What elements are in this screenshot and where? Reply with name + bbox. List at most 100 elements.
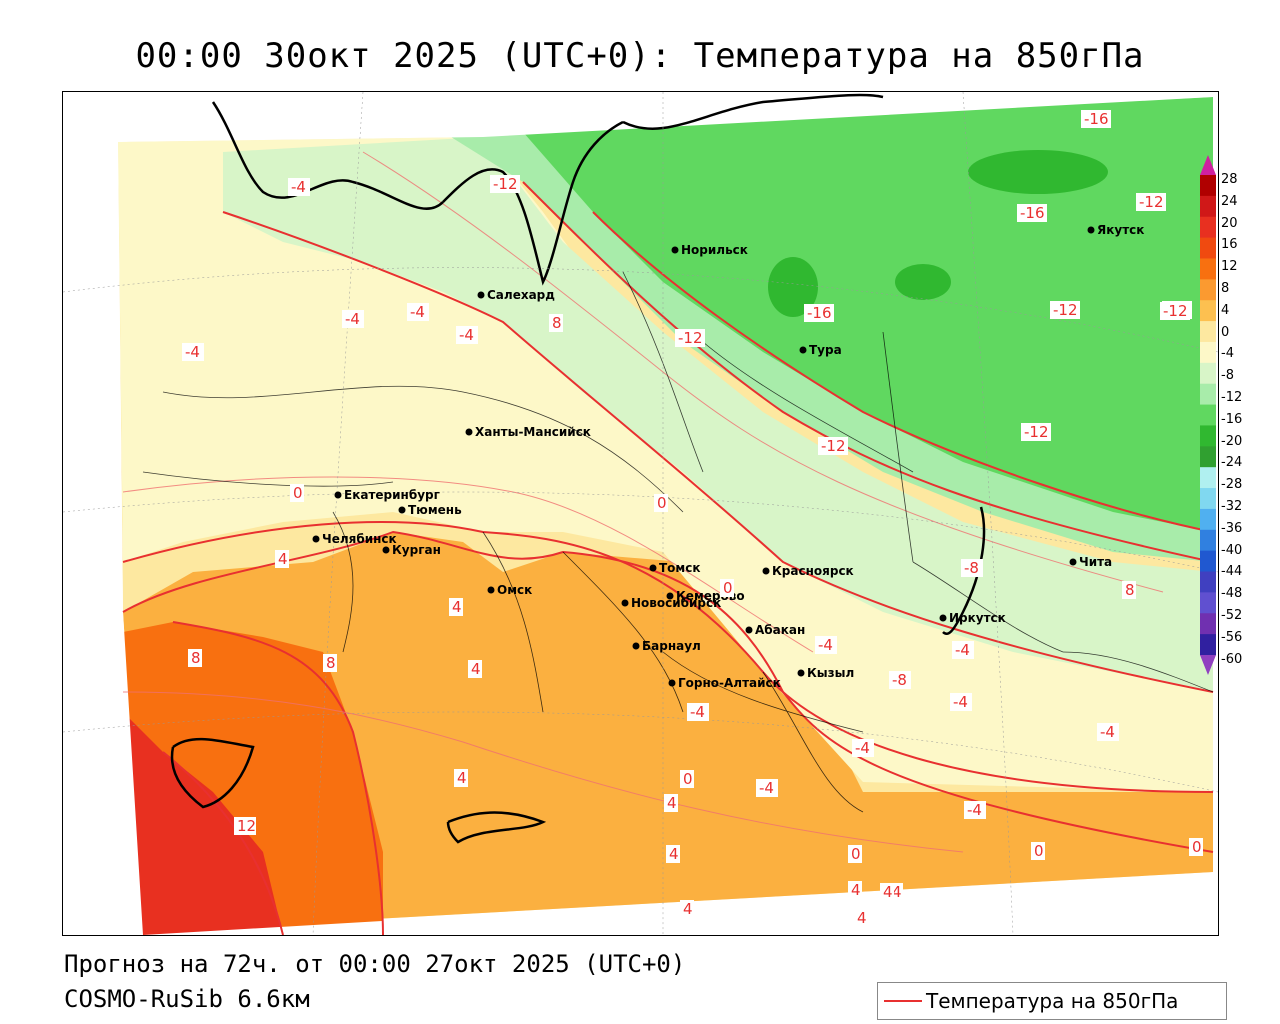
contour-label-bg <box>549 314 563 332</box>
colorbar-segment <box>1200 341 1216 364</box>
city-dot <box>312 535 320 543</box>
colorbar-segment <box>1200 404 1216 426</box>
contour-label-bg <box>848 845 862 863</box>
city-marker: Салехард <box>477 288 555 302</box>
contour-label: 4 <box>880 883 894 901</box>
contour-label-text: -16 <box>1084 110 1109 128</box>
city-label: Кызыл <box>807 666 854 680</box>
contour-label: -16 <box>1081 110 1111 128</box>
admin-borders <box>142 271 1214 813</box>
contour-label: 8 <box>549 314 563 332</box>
contour-label: -12 <box>675 329 705 347</box>
contour-label-bg <box>456 326 478 344</box>
city-label: Курган <box>392 543 441 557</box>
contour-label-text: -16 <box>807 304 832 322</box>
city-dot <box>382 546 390 554</box>
colorbar-scale <box>1200 155 1216 675</box>
city-label: Норильск <box>681 243 748 257</box>
contour-label-text: 0 <box>851 845 861 863</box>
contour-label: -12 <box>1160 302 1190 320</box>
city-dot <box>939 614 947 622</box>
city-dot <box>671 246 679 254</box>
contour-label: -4 <box>950 693 972 711</box>
model-name: COSMO-RuSib 6.6км <box>64 985 310 1013</box>
cool-zone-neg4 <box>223 137 1213 692</box>
map-area[interactable]: Норильск Якутск Салехард Тура Ханты-Мансийск… <box>62 91 1219 936</box>
outside-domain-top <box>63 92 1218 142</box>
city-dot <box>632 642 640 650</box>
colorbar-segment <box>1200 362 1216 385</box>
contour-label-bg <box>468 660 482 678</box>
contour-label-text: -4 <box>185 343 200 361</box>
contour-label: 0 <box>1031 842 1045 860</box>
city-label: Салехард <box>487 288 555 302</box>
contour-label-text: 0 <box>657 494 667 512</box>
contour-label: -16 <box>1017 204 1047 222</box>
contour-label-bg <box>275 550 289 568</box>
colorbar-bottom-arrow <box>1200 655 1216 675</box>
warm-zone-4 <box>123 532 1213 932</box>
city-marker: Тура <box>799 343 842 357</box>
contour-label-bg <box>852 739 874 757</box>
legend: Температура на 850гПа <box>877 982 1227 1020</box>
contour-label-bg <box>1050 301 1080 319</box>
contour-label-bg <box>1160 302 1190 320</box>
contour-label: -16 <box>804 304 834 322</box>
city-marker: Красноярск <box>762 564 854 578</box>
contour-label-bg <box>880 883 894 901</box>
colorbar-tick-label: -44 <box>1221 564 1243 580</box>
contour-label: 4 <box>275 550 289 568</box>
contour-label: 8 <box>1122 581 1136 599</box>
contour-label-text: -8 <box>964 559 979 577</box>
contour-label: -12 <box>1050 301 1080 319</box>
contour-label-text: 8 <box>326 654 336 672</box>
contour-label-text: -4 <box>459 326 474 344</box>
contour-label: -4 <box>687 703 709 721</box>
city-dot <box>666 592 674 600</box>
city-label: Омск <box>497 583 532 597</box>
city-marker: Челябинск <box>312 532 397 546</box>
contour-label-text: -4 <box>690 703 705 721</box>
contour-label-bg <box>288 178 310 196</box>
contour-label-text: 4 <box>851 881 861 899</box>
cold-patch-1 <box>968 150 1108 194</box>
contour-label: -4 <box>288 178 310 196</box>
contour-label-bg <box>680 770 694 788</box>
city-marker: Томск <box>649 561 701 575</box>
contour-label-text: 4 <box>683 900 693 918</box>
city-label: Тура <box>809 343 842 357</box>
colorbar-segment <box>1200 446 1216 468</box>
cold-patch-3 <box>768 257 818 317</box>
city-marker: Тюмень <box>398 503 462 517</box>
city-dot <box>487 586 495 594</box>
contour-label: -4 <box>1097 723 1119 741</box>
colorbar-segment <box>1200 592 1216 614</box>
city-dot <box>477 291 485 299</box>
city-marker: Екатеринбург <box>334 488 440 502</box>
colorbar-tick-label: 24 <box>1221 193 1238 209</box>
contour-label-bg <box>964 801 986 819</box>
colorbar-segment <box>1200 300 1216 322</box>
colorbar-segment <box>1200 195 1216 218</box>
contour-label: -4 <box>964 801 986 819</box>
city-dot <box>745 626 753 634</box>
contour-labels-layer: -16 -12 -12 -16 -4 -4 -4 -4 -4 8 -12 -16 -12 -12 -12 -1… <box>182 110 1203 927</box>
city-marker: Иркутск <box>939 611 1006 625</box>
colorbar-segment <box>1200 571 1216 593</box>
colorbar-segment <box>1200 613 1216 635</box>
colorbar-tick-label: 28 <box>1221 172 1238 187</box>
city-label: Барнаул <box>642 639 701 653</box>
contour-label-text: 0 <box>1192 838 1202 856</box>
contour-label: 4 <box>854 909 868 927</box>
contour-label-bg <box>804 304 834 322</box>
cities-layer: Норильск Якутск Салехард Тура Ханты-Мансийск… <box>312 223 1144 690</box>
contour-label: -4 <box>456 326 478 344</box>
contour-label-bg <box>290 484 304 502</box>
colorbar-tick-label: -28 <box>1221 477 1243 493</box>
colorbar-segment <box>1200 467 1216 489</box>
city-dot <box>398 506 406 514</box>
contour-label-text: 0 <box>1034 842 1044 860</box>
contour-label-bg <box>188 649 202 667</box>
colorbar-segment <box>1200 175 1216 197</box>
contour-label: -4 <box>852 739 874 757</box>
